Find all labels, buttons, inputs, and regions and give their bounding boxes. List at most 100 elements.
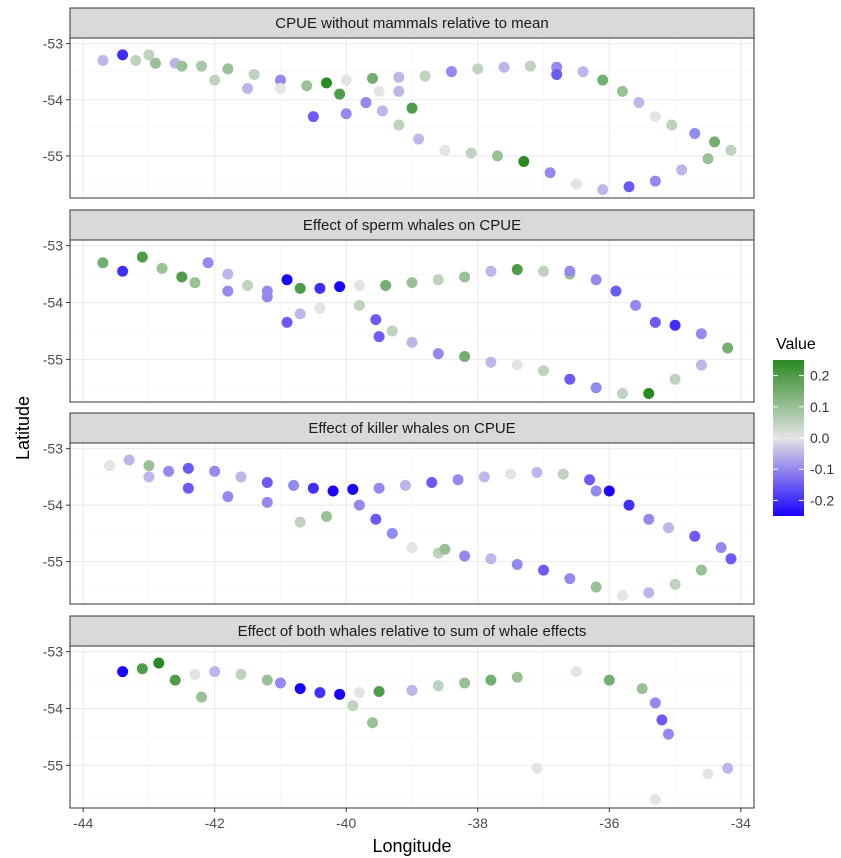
colorbar-tick-label: 0.0 [810,430,830,446]
data-point [235,471,247,483]
y-tick-label: -55 [43,554,63,570]
data-point [666,119,678,131]
data-point [478,471,490,483]
y-tick-label: -55 [43,757,63,773]
colorbar-tick-label: 0.2 [810,368,830,384]
data-point [498,61,510,73]
data-point [406,336,418,348]
colorbar-legend: Value 0.2 0.1 0.0 -0.1 -0.2 [773,336,834,516]
colorbar-ticks: 0.2 0.1 0.0 -0.1 -0.2 [773,368,834,508]
data-point [288,479,300,491]
colorbar-tick-label: 0.1 [810,399,830,415]
data-point [117,49,129,61]
data-point [485,265,497,277]
data-point [136,663,148,675]
data-point [689,530,701,542]
data-point [432,680,444,692]
data-point [452,474,464,486]
data-point [353,499,365,511]
data-point [386,325,398,337]
y-tick-label: -53 [43,441,63,457]
data-point [117,666,129,678]
data-point [551,68,563,80]
data-point [248,68,260,80]
data-point [274,677,286,689]
data-point [123,454,135,466]
data-point [505,468,517,480]
data-point [445,66,457,78]
facet-title: Effect of killer whales on CPUE [308,420,515,437]
facet-title: CPUE without mammals relative to mean [275,15,548,32]
data-points [103,454,737,602]
data-point [709,136,721,148]
data-point [294,308,306,320]
y-tick-label: -55 [43,351,63,367]
y-tick-label: -53 [43,644,63,660]
data-point [209,74,221,86]
colorbar-tick-label: -0.2 [810,492,834,508]
data-point [432,274,444,286]
data-point [321,510,332,522]
data-point [702,153,714,165]
data-point [439,543,451,555]
panel-border [69,442,755,605]
data-point [261,291,273,303]
data-point [676,164,688,176]
data-point [347,700,359,712]
data-point [485,553,497,565]
data-point [669,319,681,331]
panel-border [69,37,755,199]
data-points [97,49,737,196]
data-point [538,365,550,377]
data-point [511,558,523,570]
data-point [623,499,635,511]
data-point [715,542,727,554]
data-point [426,477,438,489]
data-point [222,63,234,75]
data-point [511,359,523,371]
data-point [143,471,155,483]
data-point [294,683,306,695]
data-point [564,265,576,277]
data-point [439,144,451,156]
data-point [347,483,359,495]
facet-title: Effect of both whales relative to sum of… [238,623,587,640]
data-point [518,156,530,168]
data-point [406,542,418,554]
data-point [649,316,661,328]
colorbar-tick-label: -0.1 [810,461,834,477]
data-point [235,668,247,680]
y-tick-label: -54 [43,295,63,311]
data-point [294,282,306,294]
data-point [314,282,326,294]
y-tick-label: -54 [43,497,63,513]
data-point [196,60,208,72]
data-point [643,513,655,525]
data-point [150,57,161,69]
data-point [143,460,155,472]
data-point [202,257,214,269]
data-point [413,133,425,145]
data-point [725,144,737,156]
panel-border [69,645,755,809]
data-point [370,513,382,525]
data-point [432,348,444,360]
data-point [725,553,737,565]
data-point [182,482,194,494]
data-point [531,466,543,478]
data-point [261,496,273,508]
data-point [373,685,385,697]
data-point [360,97,372,109]
data-point [380,279,392,291]
facet-panel: Effect of both whales relative to sum of… [43,615,755,809]
data-point [209,465,221,477]
data-point [722,762,734,774]
data-point [367,72,379,84]
data-point [130,54,142,66]
data-point [373,85,385,97]
data-point [169,674,181,686]
data-point [459,550,471,562]
panel-border [69,239,755,403]
data-point [334,88,346,100]
